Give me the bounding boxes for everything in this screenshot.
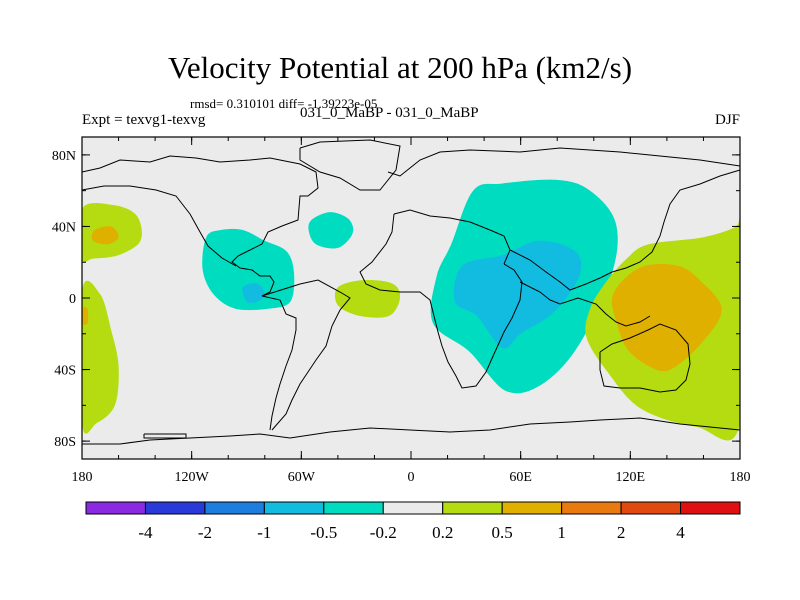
colorbar-box (382, 501, 444, 515)
stats-line: rmsd= 0.310101 diff= -1.39223e-05 (190, 96, 378, 111)
colorbar-label: -2 (198, 523, 212, 542)
x-tick-label: 60E (509, 470, 532, 485)
colorbar-box (680, 501, 741, 515)
region-central-america-core (242, 283, 265, 303)
colorbar-label: -1 (257, 523, 271, 542)
comparison-label: 031_0_MaBP - 031_0_MaBP (300, 105, 479, 121)
x-tick-label: 180 (730, 470, 751, 485)
x-tick-label: 120E (616, 470, 646, 485)
coastline-west-america (81, 185, 237, 267)
colorbar-label: 1 (557, 523, 566, 542)
x-tick-label: 0 (408, 470, 415, 485)
experiment-label: Expt = texvg1-texvg (82, 112, 206, 128)
season-label: DJF (714, 112, 740, 128)
x-tick-label: 180 (72, 470, 93, 485)
region-south-pacific-positive (82, 280, 119, 434)
x-tick-label: 60W (288, 470, 316, 485)
colorbar-label: 2 (617, 523, 626, 542)
colorbar-box (561, 501, 622, 515)
coastline-asia (509, 169, 741, 291)
region-tropical-atlantic-positive (334, 279, 401, 318)
colorbar-box (85, 501, 146, 515)
region-north-pacific-core (91, 226, 119, 245)
x-tick-label: 120W (175, 470, 210, 485)
coastline-ross-ice (143, 433, 187, 439)
region-north-atlantic-negative (308, 212, 354, 249)
y-tick-label: 0 (69, 292, 76, 307)
colorbar-box (620, 501, 682, 515)
colorbar-label: -4 (138, 523, 153, 542)
coastline-south-asia (519, 281, 651, 327)
colorbar-box (501, 501, 563, 515)
y-tick-label: 80S (54, 435, 76, 450)
contour-regions (82, 179, 740, 441)
region-indian-ocean-core (453, 240, 582, 349)
colorbar-label: -0.5 (310, 523, 337, 542)
coastline-antarctica (82, 417, 741, 445)
colorbar-labels: -4 -2 -1 -0.5 -0.2 0.2 0.5 1 2 4 (138, 523, 685, 542)
y-tick-label: 40N (52, 220, 76, 235)
colorbar-box (204, 501, 265, 515)
colorbar-label: 4 (676, 523, 685, 542)
colorbar-box (144, 501, 206, 515)
coastline-greenland (299, 139, 401, 191)
colorbar-label: -0.2 (370, 523, 397, 542)
colorbar-boxes (85, 501, 741, 515)
coastline-north-america (81, 155, 319, 297)
coastline-australia (599, 323, 691, 393)
colorbar-box (263, 501, 325, 515)
colorbar-label: 0.5 (492, 523, 513, 542)
colorbar-box (442, 501, 503, 515)
x-axis-ticks: 180 120W 60W 0 60E 120E 180 (72, 137, 751, 485)
y-tick-label: 40S (54, 364, 76, 379)
region-south-pacific-core (82, 306, 89, 325)
coastlines (81, 139, 741, 445)
chart-title: Velocity Potential at 200 hPa (km2/s) (167, 50, 633, 85)
y-tick-label: 80N (52, 149, 76, 164)
y-axis-ticks: 80N 40N 0 40S 80S (52, 149, 740, 450)
colorbar-label: 0.2 (432, 523, 453, 542)
colorbar-box (323, 501, 384, 515)
coastline-europe (387, 147, 741, 177)
coastline-africa (359, 213, 523, 389)
coastline-east-south-america (261, 279, 351, 431)
region-west-pacific-core (611, 264, 722, 372)
coastline-mediterranean (393, 209, 511, 265)
coastline-south-america (261, 295, 297, 431)
